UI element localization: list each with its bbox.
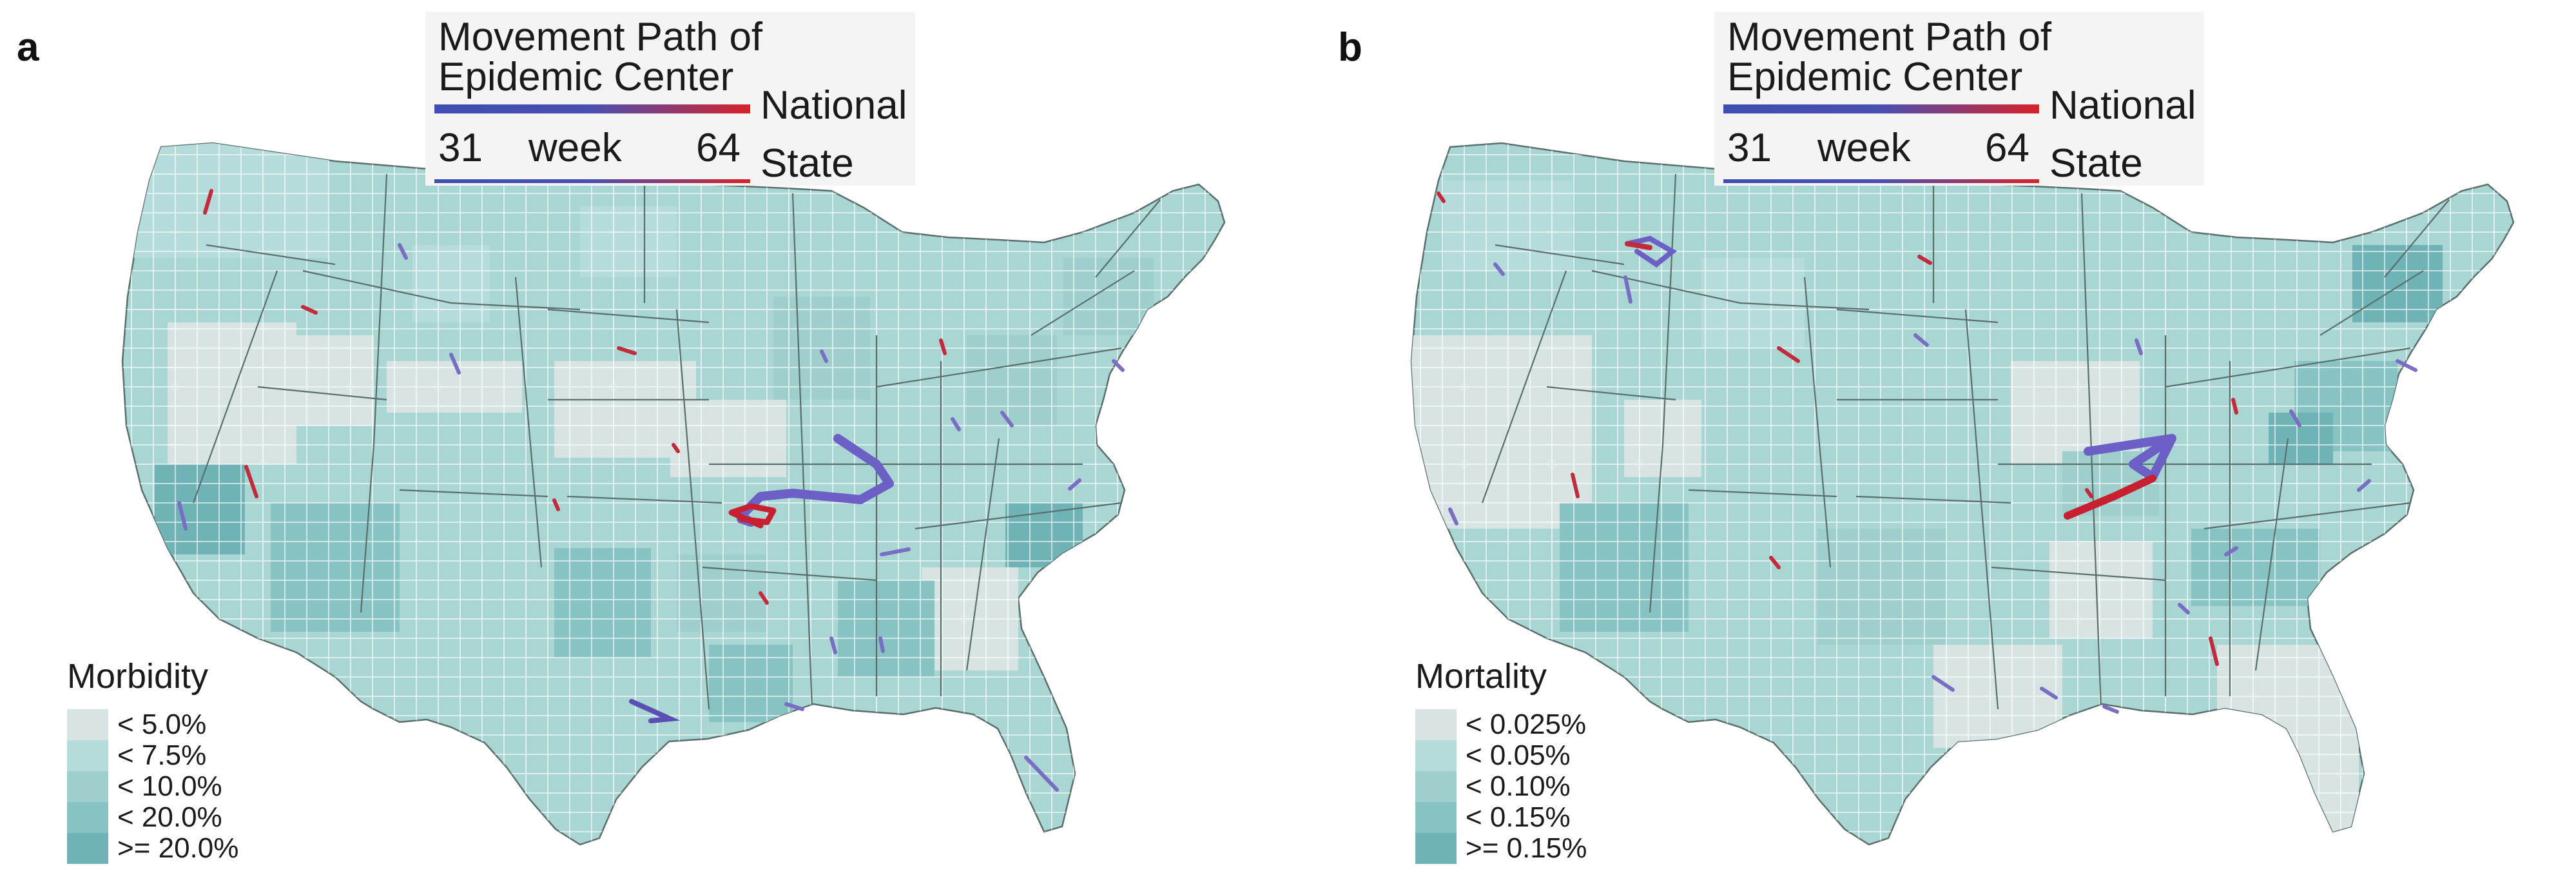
gradient-bars xyxy=(1723,104,2039,183)
us-county-map xyxy=(1410,142,2515,846)
state-boundaries xyxy=(192,173,1161,710)
legend-label: < 0.15% xyxy=(1466,801,1571,833)
panel-letter: b xyxy=(1338,25,1362,70)
national-center-path-late xyxy=(728,503,777,529)
legend-label: < 0.025% xyxy=(1466,709,1587,740)
legend-label: < 7.5% xyxy=(117,739,207,771)
national-label: National xyxy=(2049,83,2196,128)
us-county-map xyxy=(121,142,1226,846)
week-end-label: 64 xyxy=(696,126,741,170)
legend-swatch xyxy=(1415,771,1457,802)
national-label: National xyxy=(760,83,907,128)
legend-swatch xyxy=(1415,802,1457,833)
legend-label: >= 20.0% xyxy=(117,832,239,864)
legend-label: < 10.0% xyxy=(117,770,222,802)
panel-b: b xyxy=(1289,0,2576,891)
national-gradient-bar xyxy=(434,104,750,113)
legend-swatch xyxy=(1415,833,1457,864)
week-start-label: 31 xyxy=(438,126,483,170)
week-word-label: week xyxy=(528,126,622,170)
morbidity-legend: Morbidity < 5.0% < 7.5% < 10.0% < 20.0% … xyxy=(67,656,338,876)
state-label: State xyxy=(760,141,854,186)
county-shading xyxy=(122,143,1225,845)
legend-swatch xyxy=(67,771,108,802)
path-legend: Movement Path of Epidemic Center Nationa… xyxy=(425,12,915,186)
path-legend: Movement Path of Epidemic Center Nationa… xyxy=(1714,12,2204,186)
legend-title: Morbidity xyxy=(67,657,209,696)
legend-label: < 0.05% xyxy=(1466,739,1571,771)
legend-swatch xyxy=(67,802,108,833)
legend-title: Mortality xyxy=(1415,657,1547,696)
state-label: State xyxy=(2049,141,2143,186)
gradient-bars xyxy=(434,104,750,183)
legend-label: < 20.0% xyxy=(117,801,222,833)
legend-swatch xyxy=(67,709,108,740)
state-boundaries xyxy=(1481,173,2450,710)
panel-letter: a xyxy=(17,25,39,70)
national-center-path-late xyxy=(2064,475,2156,520)
state-center-paths xyxy=(1437,191,2417,714)
national-gradient-bar xyxy=(1723,104,2039,113)
legend-swatch xyxy=(1415,709,1457,740)
state-center-paths xyxy=(177,189,1125,792)
legend-label: < 0.10% xyxy=(1466,770,1571,802)
week-start-label: 31 xyxy=(1727,126,1772,170)
legend-swatch xyxy=(67,833,108,864)
legend-title-line2: Epidemic Center xyxy=(1727,55,2023,99)
conterminous-us xyxy=(1410,142,2515,846)
legend-label: < 5.0% xyxy=(117,709,207,740)
state-gradient-bar xyxy=(434,179,750,183)
week-end-label: 64 xyxy=(1985,126,2029,170)
legend-swatch xyxy=(67,740,108,771)
legend-title-line1: Movement Path of xyxy=(438,15,763,59)
mortality-legend: Mortality < 0.025% < 0.05% < 0.10% < 0.1… xyxy=(1415,656,1686,876)
legend-title-line2: Epidemic Center xyxy=(438,55,734,99)
state-gradient-bar xyxy=(1723,179,2039,183)
legend-swatch xyxy=(1415,740,1457,771)
panel-a: a xyxy=(17,12,1226,876)
legend-label: >= 0.15% xyxy=(1466,832,1587,864)
conterminous-us xyxy=(121,142,1226,846)
legend-title-line1: Movement Path of xyxy=(1727,15,2052,59)
week-word-label: week xyxy=(1817,126,1911,170)
